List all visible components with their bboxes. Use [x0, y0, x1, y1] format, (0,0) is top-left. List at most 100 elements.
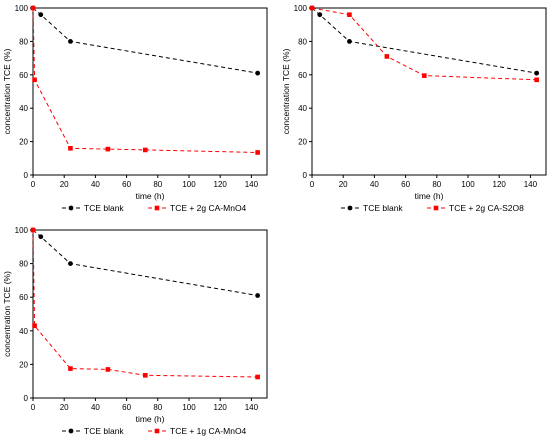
- y-tick-label: 40: [19, 327, 28, 336]
- x-tick-label: 20: [60, 403, 69, 412]
- y-tick-label: 20: [19, 138, 28, 147]
- x-axis-label: time (h): [136, 191, 165, 201]
- y-tick-label: 80: [298, 37, 307, 46]
- x-tick-label: 120: [214, 180, 228, 189]
- x-tick-label: 60: [122, 180, 131, 189]
- data-point: [32, 323, 37, 329]
- chart-panel-top-right: 0 20 40 60 80 100 120 140 0 20 40 60 80 100 time (h) co…: [281, 4, 547, 213]
- data-point: [68, 145, 73, 151]
- data-point: [38, 234, 44, 240]
- data-point: [30, 5, 36, 11]
- x-tick-label: 80: [153, 403, 162, 412]
- data-point: [309, 5, 315, 11]
- data-point: [105, 367, 111, 372]
- legend-label: TCE blank: [363, 203, 403, 213]
- x-tick-label: 140: [245, 180, 259, 189]
- plot-frame: [32, 229, 268, 399]
- y-tick-label: 20: [19, 360, 28, 369]
- x-tick-label: 100: [182, 180, 196, 189]
- y-tick-label: 80: [19, 260, 28, 269]
- legend-item-1: TCE blank: [341, 203, 403, 213]
- chart-panel-top-left: 0 20 40 60 80 100 120 140 0 20 40 60 80 100 time (h) co…: [2, 4, 268, 213]
- data-point: [255, 150, 260, 155]
- y-tick-label: 0: [24, 394, 29, 403]
- series-line-2: [311, 7, 537, 81]
- legend-marker: [433, 205, 439, 211]
- x-tick-label: 100: [182, 403, 196, 412]
- x-tick-label: 20: [339, 180, 348, 189]
- y-tick-label: 40: [19, 104, 28, 113]
- legend-item-2: TCE + 1g CA-MnO4: [148, 426, 247, 436]
- x-tick-label: 0: [310, 180, 315, 189]
- x-tick-label: 80: [153, 180, 162, 189]
- x-tick-label: 60: [401, 180, 410, 189]
- x-axis-label: time (h): [415, 191, 444, 201]
- x-tick-label: 0: [31, 180, 36, 189]
- data-point: [347, 12, 352, 17]
- series-line-2: [32, 7, 258, 153]
- legend-marker: [68, 428, 74, 434]
- legend-marker: [347, 205, 353, 211]
- x-tick-label: 0: [31, 403, 36, 412]
- legend-item-1: TCE blank: [62, 426, 124, 436]
- x-tick-label: 100: [461, 180, 475, 189]
- x-tick-label: 40: [370, 180, 379, 189]
- y-axis-label: concentration TCE (%): [2, 271, 12, 357]
- y-tick-label: 40: [298, 104, 307, 113]
- x-tick-label: 140: [524, 180, 538, 189]
- data-point: [38, 12, 44, 18]
- y-tick-label: 0: [303, 171, 308, 180]
- plot-frame: [32, 7, 268, 176]
- x-tick-label: 120: [493, 180, 507, 189]
- series-line-2: [32, 229, 258, 378]
- data-point: [534, 70, 540, 76]
- legend-label: TCE + 1g CA-MnO4: [170, 426, 247, 436]
- series-line-1: [32, 229, 258, 296]
- data-point: [30, 227, 36, 233]
- y-tick-label: 100: [294, 4, 308, 13]
- legend-label: TCE + 2g CA-MnO4: [170, 203, 247, 213]
- y-tick-label: 100: [15, 4, 29, 13]
- series-line-1: [32, 7, 258, 74]
- legend-label: TCE blank: [84, 203, 124, 213]
- legend-label: TCE blank: [84, 426, 124, 436]
- data-point: [68, 261, 73, 266]
- data-point: [384, 54, 390, 59]
- data-point: [143, 147, 148, 153]
- legend-marker: [154, 205, 160, 211]
- chart-panel-bottom-left: 0 20 40 60 80 100 120 140 0 20 40 60 80 100 time (h) co…: [2, 226, 268, 436]
- data-point: [422, 73, 427, 78]
- data-point: [347, 39, 352, 44]
- data-point: [255, 293, 261, 298]
- data-point: [317, 12, 323, 18]
- y-tick-label: 60: [298, 71, 307, 80]
- x-axis-label: time (h): [136, 414, 165, 424]
- x-tick-label: 140: [245, 403, 259, 412]
- data-point: [255, 70, 261, 76]
- x-tick-label: 120: [214, 403, 228, 412]
- legend-label: TCE + 2g CA-S2O8: [449, 203, 524, 213]
- x-tick-label: 40: [91, 403, 100, 412]
- x-tick-label: 60: [122, 403, 131, 412]
- data-point: [68, 366, 73, 371]
- y-tick-label: 80: [19, 37, 28, 46]
- y-axis-label: concentration TCE (%): [281, 48, 291, 134]
- data-point: [143, 373, 148, 378]
- x-tick-label: 40: [91, 180, 100, 189]
- data-point: [105, 146, 111, 152]
- data-point: [68, 39, 73, 44]
- y-tick-label: 20: [298, 138, 307, 147]
- plot-frame: [311, 7, 547, 176]
- legend-item-2: TCE + 2g CA-S2O8: [427, 203, 524, 213]
- x-tick-label: 80: [432, 180, 441, 189]
- y-axis-label: concentration TCE (%): [2, 48, 12, 134]
- x-tick-label: 20: [60, 180, 69, 189]
- data-point: [32, 77, 37, 83]
- y-tick-label: 60: [19, 293, 28, 302]
- legend-marker: [154, 428, 160, 434]
- legend-item-2: TCE + 2g CA-MnO4: [148, 203, 247, 213]
- data-point: [534, 77, 539, 83]
- data-point: [255, 374, 260, 380]
- legend-marker: [68, 205, 74, 211]
